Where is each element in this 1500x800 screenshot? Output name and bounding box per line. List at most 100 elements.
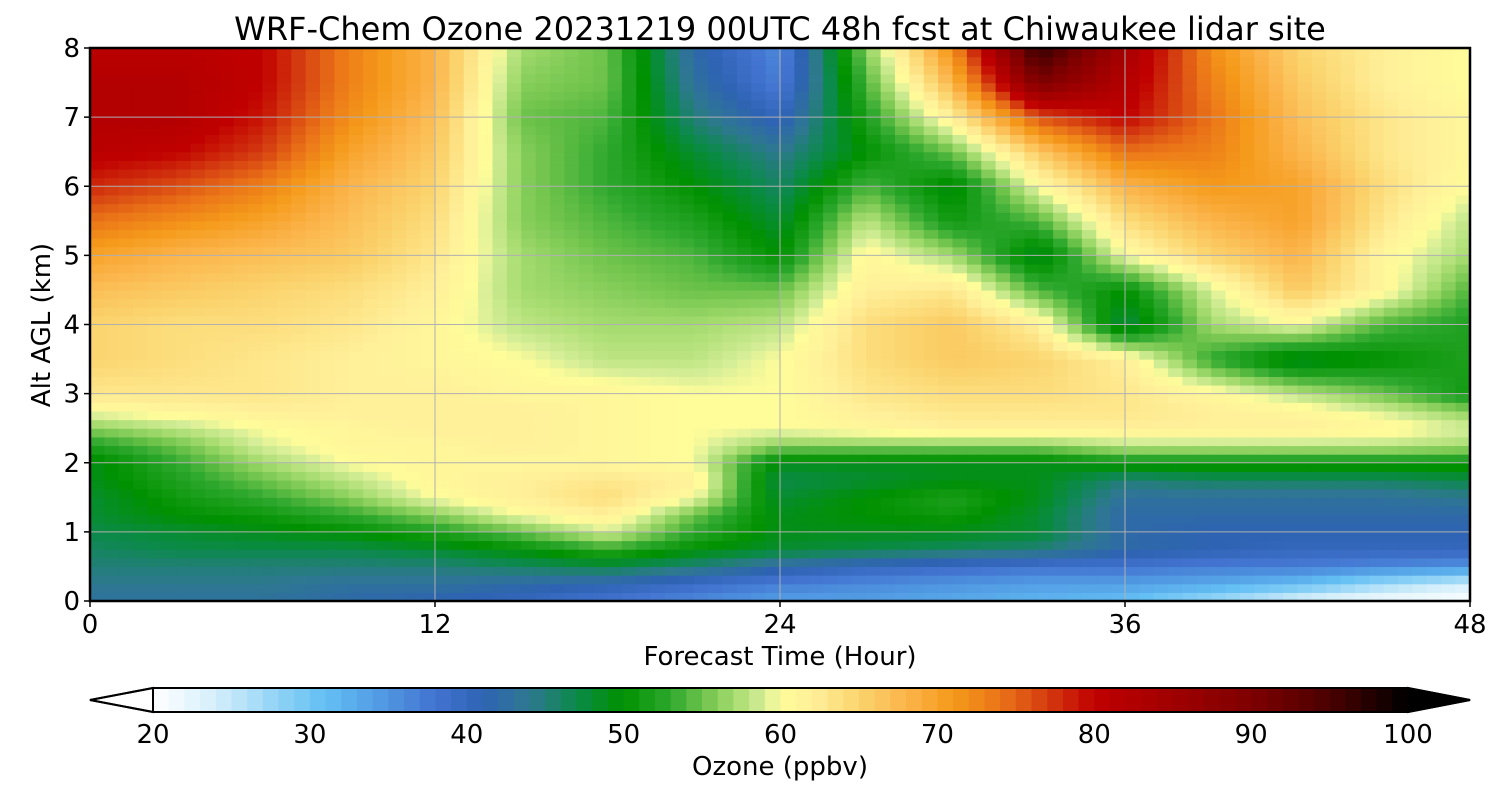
heatmap-cell [320,48,335,58]
heatmap-cell [219,73,235,84]
heatmap-cell [104,186,120,196]
heatmap-cell [1196,307,1212,317]
heatmap-cell [593,557,609,568]
heatmap-cell [780,583,795,593]
heatmap-cell [981,48,997,58]
heatmap-cell [176,289,192,300]
heatmap-cell [966,48,982,58]
heatmap-cell [506,264,522,274]
heatmap-cell [176,212,192,222]
heatmap-cell [320,272,335,282]
heatmap-cell [708,488,724,498]
heatmap-cell [320,428,335,438]
heatmap-cell [780,367,795,377]
heatmap-cell [1053,177,1069,187]
heatmap-cell [665,436,680,447]
heatmap-cell [923,523,939,533]
heatmap-cell [161,540,177,550]
heatmap-cell [923,315,939,326]
heatmap-cell [1067,454,1083,464]
heatmap-cell [1024,220,1040,231]
heatmap-cell [1038,367,1054,377]
heatmap-cell [823,410,839,421]
heatmap-cell [736,428,752,438]
heatmap-cell [1096,168,1112,179]
heatmap-cell [952,73,968,84]
heatmap-cell [1010,73,1025,84]
heatmap-cell [118,151,134,161]
heatmap-cell [1053,73,1069,84]
heatmap-cell [506,125,522,136]
heatmap-cell [880,341,896,352]
heatmap-cell [808,488,824,498]
heatmap-cell [679,168,695,179]
heatmap-cell [1081,160,1097,170]
heatmap-cell [435,186,450,196]
heatmap-cell [923,281,939,291]
heatmap-cell [291,497,307,507]
heatmap-cell [521,402,537,412]
heatmap-cell [1196,523,1212,533]
heatmap-cell [722,186,738,196]
heatmap-cell [406,229,422,239]
heatmap-cell [1010,238,1025,248]
heatmap-cell [1096,99,1112,110]
heatmap-cell [492,531,508,542]
heatmap-cell [463,203,479,213]
heatmap-cell [1168,384,1184,395]
heatmap-cell [420,238,436,248]
heatmap-cell [334,410,350,421]
heatmap-cell [693,125,709,136]
heatmap-cell [161,350,177,360]
heatmap-cell [794,488,810,498]
heatmap-cell [377,428,393,438]
heatmap-cell [1024,186,1040,196]
heatmap-cell [190,376,206,386]
heatmap-cell [90,203,105,213]
heatmap-cell [837,523,853,533]
heatmap-cell [205,333,220,343]
heatmap-cell [348,592,364,601]
heatmap-cell [90,125,105,136]
heatmap-cell [751,246,767,256]
heatmap-cell [233,160,249,170]
heatmap-cell [722,65,738,75]
heatmap-cell [923,108,939,118]
heatmap-cell [823,298,839,308]
heatmap-cell [765,212,781,222]
heatmap-cell [966,108,982,118]
heatmap-cell [1038,177,1054,187]
heatmap-cell [276,143,292,153]
heatmap-cell [851,212,867,222]
heatmap-cell [765,410,781,421]
heatmap-cell [1053,393,1069,403]
heatmap-cell [693,48,709,58]
heatmap-cell [1196,151,1212,161]
heatmap-cell [262,264,278,274]
heatmap-cell [578,333,594,343]
heatmap-cell [118,56,134,66]
heatmap-cell [923,177,939,187]
heatmap-cell [320,557,335,568]
heatmap-cell [118,557,134,568]
heatmap-cell [693,194,709,205]
heatmap-cell [823,203,839,213]
heatmap-cell [895,168,910,179]
heatmap-cell [995,91,1011,101]
heatmap-cell [966,402,982,412]
heatmap-cell [1125,462,1140,472]
heatmap-cell [377,220,393,231]
heatmap-cell [981,281,997,291]
heatmap-cell [909,592,925,601]
heatmap-cell [679,264,695,274]
heatmap-cell [90,402,105,412]
heatmap-cell [751,583,767,593]
heatmap-cell [895,82,910,92]
heatmap-cell [938,56,954,66]
heatmap-cell [1053,350,1069,360]
heatmap-cell [190,402,206,412]
heatmap-cell [1139,48,1155,58]
heatmap-cell [550,203,565,213]
heatmap-cell [190,497,206,507]
heatmap-cell [621,540,637,550]
